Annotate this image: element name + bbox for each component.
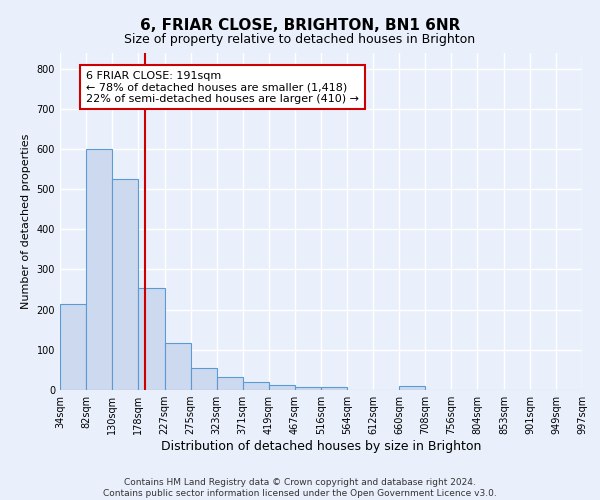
X-axis label: Distribution of detached houses by size in Brighton: Distribution of detached houses by size … bbox=[161, 440, 481, 453]
Bar bbox=[86, 149, 112, 390]
Bar bbox=[321, 387, 347, 390]
Text: Contains HM Land Registry data © Crown copyright and database right 2024.
Contai: Contains HM Land Registry data © Crown c… bbox=[103, 478, 497, 498]
Y-axis label: Number of detached properties: Number of detached properties bbox=[21, 134, 31, 309]
Text: 6 FRIAR CLOSE: 191sqm
← 78% of detached houses are smaller (1,418)
22% of semi-d: 6 FRIAR CLOSE: 191sqm ← 78% of detached … bbox=[86, 70, 359, 104]
Bar bbox=[217, 377, 242, 390]
Bar bbox=[191, 368, 217, 390]
Bar bbox=[164, 342, 191, 390]
Bar bbox=[112, 179, 138, 390]
Bar bbox=[295, 387, 321, 390]
Text: Size of property relative to detached houses in Brighton: Size of property relative to detached ho… bbox=[124, 32, 476, 46]
Text: 6, FRIAR CLOSE, BRIGHTON, BN1 6NR: 6, FRIAR CLOSE, BRIGHTON, BN1 6NR bbox=[140, 18, 460, 32]
Bar bbox=[138, 288, 164, 390]
Bar bbox=[60, 304, 86, 390]
Bar bbox=[400, 386, 425, 390]
Bar bbox=[242, 382, 269, 390]
Bar bbox=[269, 385, 295, 390]
